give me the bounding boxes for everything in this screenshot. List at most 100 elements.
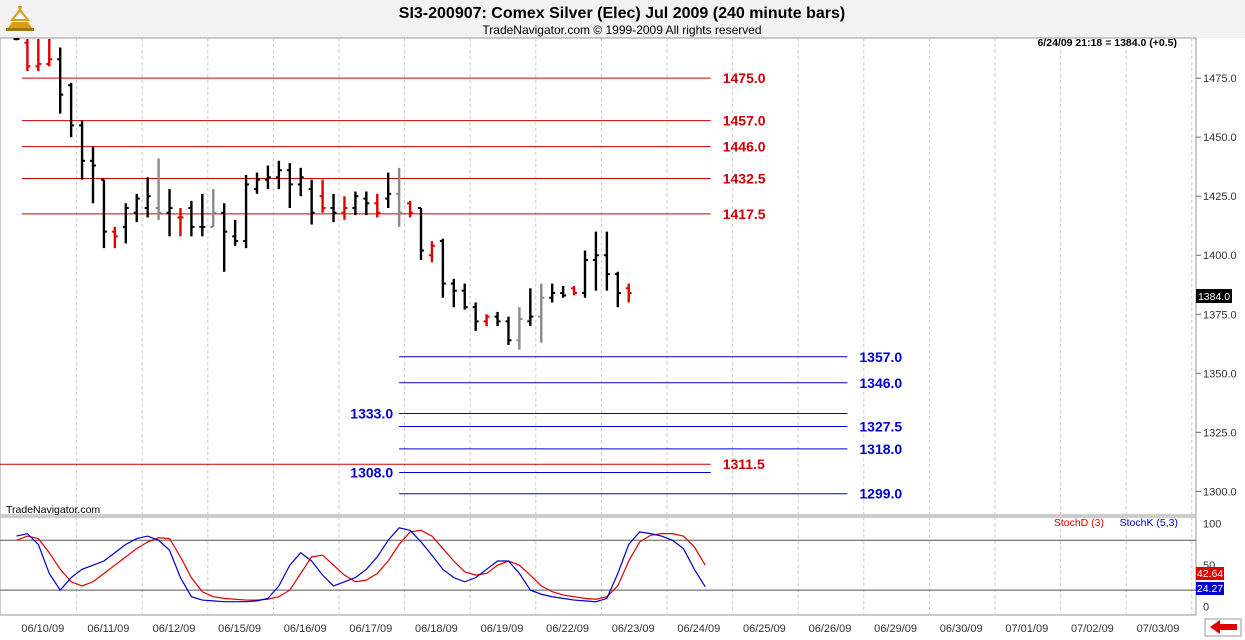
ohlc-bar — [144, 177, 151, 218]
last-price-marker: 1384.0 — [1196, 289, 1232, 303]
trade-navigator-logo-icon[interactable] — [6, 6, 34, 31]
ohlc-bar — [57, 47, 64, 114]
ohlc-bar — [199, 193, 206, 237]
date-label: 06/15/09 — [218, 623, 261, 635]
ohlc-bar — [13, 38, 20, 41]
price-panel — [0, 37, 1197, 516]
ohlc-bar — [461, 283, 468, 310]
date-label: 06/18/09 — [415, 623, 458, 635]
date-label: 06/11/09 — [87, 623, 129, 635]
level-label: 1299.0 — [859, 486, 902, 502]
y-tick-label: 1300.0 — [1203, 486, 1237, 498]
date-label: 06/22/09 — [546, 623, 589, 635]
ohlc-bar — [177, 208, 184, 237]
ohlc-bar — [264, 165, 271, 190]
date-label: 06/17/09 — [349, 623, 392, 635]
ohlc-bar — [111, 226, 118, 249]
ohlc-bar — [122, 203, 129, 244]
level-label: 1475.0 — [723, 70, 766, 86]
y-tick-label: 1475.0 — [1203, 73, 1237, 85]
date-label: 06/26/09 — [809, 623, 852, 635]
ohlc-bar — [243, 174, 250, 249]
ohlc-bar — [582, 250, 588, 298]
y-tick-label: 1325.0 — [1203, 427, 1237, 439]
ohlc-bar — [275, 160, 282, 190]
ohlc-bar — [210, 189, 217, 228]
ohlc-bar — [308, 179, 315, 225]
stochk-last-value: 24.27 — [1197, 583, 1223, 595]
ohlc-bar — [90, 146, 96, 204]
date-label: 06/12/09 — [153, 623, 196, 635]
ohlc-bar — [352, 191, 359, 216]
last-price-info: 6/24/09 21:18 = 1384.0 (+0.5) — [1037, 37, 1177, 49]
date-axis: 06/10/09 06/11/09 06/12/09 06/15/09 06/16/09… — [21, 623, 1179, 635]
ohlc-bar — [407, 200, 414, 218]
ohlc-bar — [625, 283, 632, 303]
level-label: 1346.0 — [859, 375, 902, 391]
ohlc-bar — [68, 82, 75, 138]
ohlc-bar — [35, 39, 42, 72]
ohlc-bar — [286, 163, 293, 209]
date-label: 07/01/09 — [1005, 623, 1048, 635]
y-tick-label: 1350.0 — [1203, 368, 1237, 380]
ohlc-bar — [100, 178, 107, 249]
level-label: 1311.5 — [723, 456, 765, 472]
level-label: 1357.0 — [859, 349, 902, 365]
scroll-arrow-icon[interactable] — [1204, 618, 1242, 637]
y-tick-label: 1450.0 — [1203, 132, 1237, 144]
ohlc-bar — [538, 283, 545, 343]
stochk-line — [16, 527, 706, 603]
ohlc-bar — [527, 288, 534, 327]
legend-stochd: StochD (3) — [1054, 517, 1104, 529]
stochastic-panel — [0, 516, 1197, 616]
ohlc-bar — [254, 172, 260, 194]
level-label: 1446.0 — [723, 139, 766, 155]
ohlc-bar — [221, 203, 228, 272]
ohlc-bar — [428, 241, 435, 263]
ohlc-bar — [232, 219, 239, 246]
stochd-line — [16, 529, 706, 601]
ohlc-bar — [549, 283, 556, 303]
chart-title: SI3-200907: Comex Silver (Elec) Jul 2009… — [399, 5, 845, 22]
date-label: 06/30/09 — [940, 623, 983, 635]
ohlc-bar — [472, 302, 479, 331]
ohlc-bar — [560, 285, 567, 298]
level-label: 1432.5 — [723, 171, 766, 187]
ohlc-bar — [155, 158, 162, 220]
ohlc-bar — [166, 189, 173, 237]
ohlc-bar — [297, 167, 304, 197]
ohlc-bar — [505, 316, 512, 345]
ohlc-bar — [79, 120, 86, 180]
ohlc-bar — [450, 278, 457, 308]
ohlc-bar — [341, 196, 348, 220]
ohlc-bar — [571, 285, 578, 296]
ohlc-bar — [603, 231, 610, 291]
ohlc-bar — [439, 238, 446, 298]
ohlc-bar — [188, 200, 195, 237]
date-label: 06/23/09 — [612, 623, 655, 635]
ohlc-bar — [614, 271, 621, 308]
date-label: 07/03/09 — [1137, 623, 1180, 635]
level-label: 1333.0 — [350, 405, 393, 421]
header-bar — [0, 0, 1245, 38]
ohlc-bar — [516, 307, 523, 350]
ohlc-bar — [418, 207, 424, 260]
price-axis: 1300.0 1325.0 1350.0 1375.0 1400.0 1425.0 1450… — [1196, 73, 1237, 498]
ohlc-bar — [396, 167, 403, 227]
date-label: 06/24/09 — [677, 623, 720, 635]
ohlc-bar — [330, 193, 337, 223]
copyright-text: TradeNavigator.com © 1999-2009 All right… — [482, 23, 761, 37]
ohlc-bar — [363, 191, 370, 216]
ohlc-bar — [46, 39, 53, 67]
level-label: 1318.0 — [859, 441, 902, 457]
ohlc-bar — [374, 193, 381, 218]
y-tick-label: 1375.0 — [1203, 309, 1237, 321]
date-label: 06/10/09 — [21, 623, 64, 635]
stochk-value-marker: 24.27 — [1196, 582, 1224, 595]
ohlc-bar — [385, 172, 392, 209]
level-label: 1417.5 — [723, 206, 766, 222]
watermark-text: TradeNavigator.com — [6, 504, 100, 516]
date-label: 06/29/09 — [874, 623, 917, 635]
